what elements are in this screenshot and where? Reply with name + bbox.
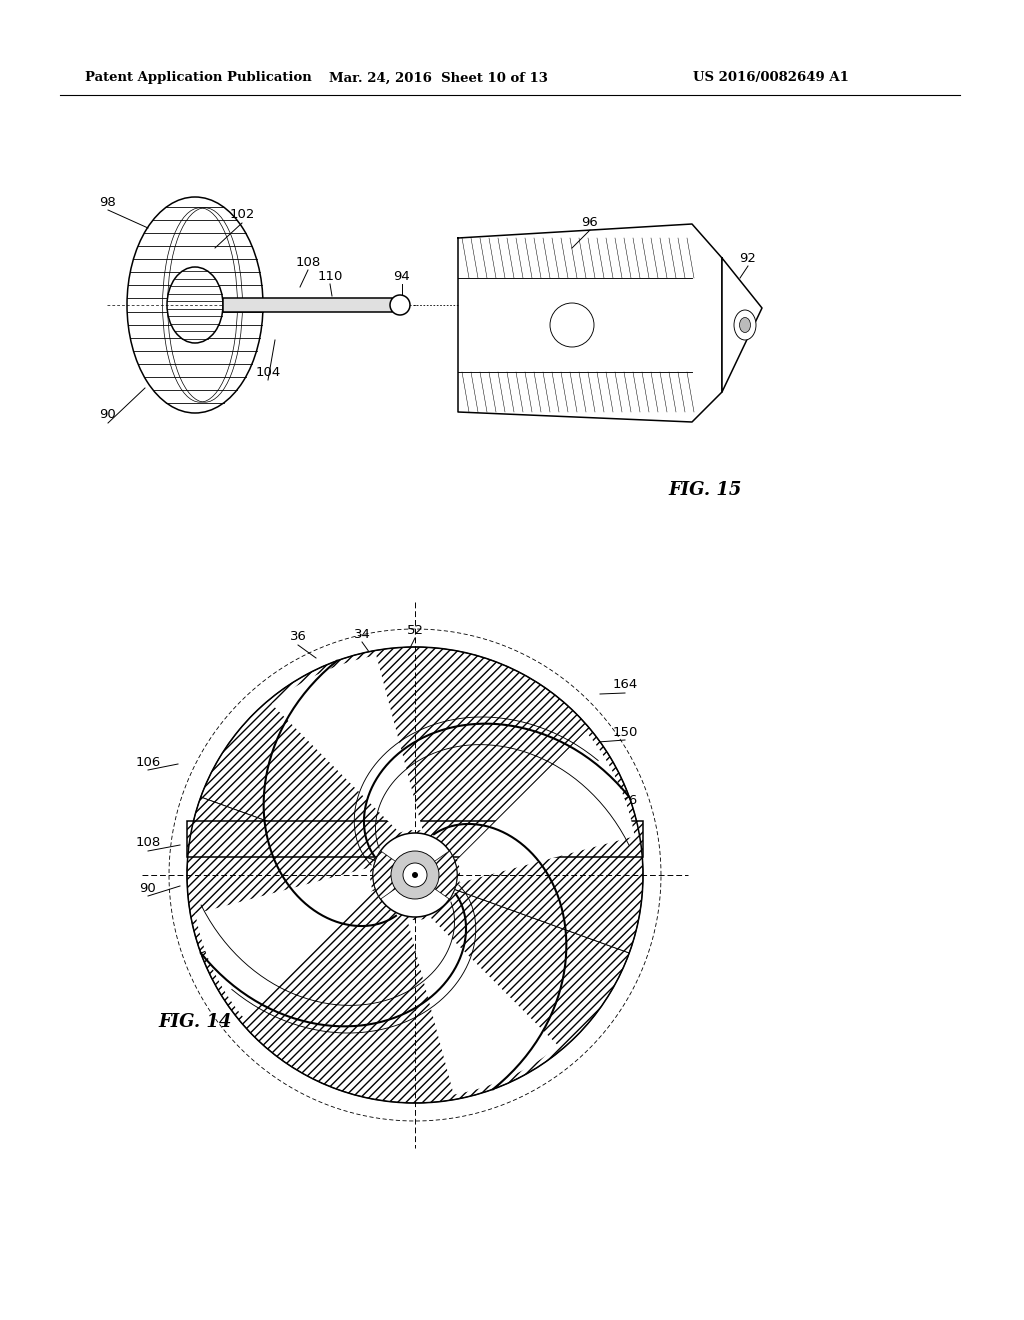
Text: US 2016/0082649 A1: US 2016/0082649 A1	[693, 71, 849, 84]
Ellipse shape	[739, 318, 751, 333]
Text: 36: 36	[526, 995, 544, 1008]
Text: 166: 166	[612, 793, 638, 807]
Circle shape	[550, 304, 594, 347]
Text: 108: 108	[295, 256, 321, 268]
Wedge shape	[415, 851, 457, 899]
Text: Mar. 24, 2016  Sheet 10 of 13: Mar. 24, 2016 Sheet 10 of 13	[329, 71, 548, 84]
Polygon shape	[196, 867, 373, 1018]
Bar	[223, 298, 392, 312]
Text: 164: 164	[612, 678, 638, 692]
Text: 90: 90	[139, 882, 157, 895]
Text: 34: 34	[353, 627, 371, 640]
Circle shape	[373, 833, 457, 917]
Text: 52: 52	[407, 623, 424, 636]
Text: 98: 98	[99, 195, 117, 209]
Wedge shape	[187, 797, 415, 953]
Text: 108: 108	[135, 837, 161, 850]
Circle shape	[403, 863, 427, 887]
Text: 106: 106	[135, 755, 161, 768]
Polygon shape	[722, 257, 762, 392]
Circle shape	[390, 294, 410, 315]
Circle shape	[391, 851, 439, 899]
Circle shape	[187, 647, 643, 1104]
Wedge shape	[201, 875, 630, 1104]
Ellipse shape	[734, 310, 756, 341]
Wedge shape	[201, 647, 630, 875]
Polygon shape	[408, 917, 558, 1094]
Text: 102: 102	[229, 209, 255, 222]
Wedge shape	[373, 851, 415, 899]
Text: 96: 96	[582, 215, 598, 228]
Text: FIG. 15: FIG. 15	[668, 480, 741, 499]
Polygon shape	[458, 224, 722, 422]
Text: 104: 104	[255, 366, 281, 379]
Text: Patent Application Publication: Patent Application Publication	[85, 71, 311, 84]
Text: 168: 168	[580, 870, 604, 883]
Polygon shape	[458, 731, 635, 883]
Text: 110: 110	[317, 269, 343, 282]
Ellipse shape	[167, 267, 223, 343]
Text: 90: 90	[99, 408, 117, 421]
Circle shape	[412, 873, 418, 878]
Ellipse shape	[127, 197, 263, 413]
Text: FIG. 14: FIG. 14	[158, 1012, 231, 1031]
Text: 94: 94	[393, 269, 411, 282]
Polygon shape	[271, 656, 423, 833]
Text: 92: 92	[739, 252, 757, 264]
Text: 36: 36	[290, 631, 306, 644]
Wedge shape	[415, 797, 643, 953]
Text: 34: 34	[334, 1031, 350, 1044]
Text: 94: 94	[309, 1015, 327, 1028]
Bar	[187, 821, 643, 857]
Text: 150: 150	[612, 726, 638, 738]
